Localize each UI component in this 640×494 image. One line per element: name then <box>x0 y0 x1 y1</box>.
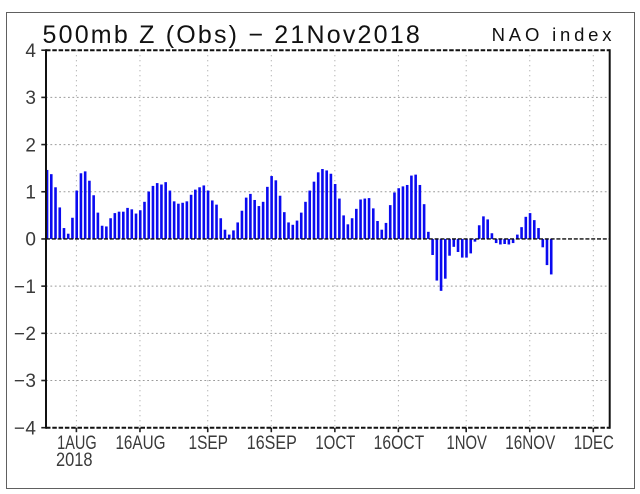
svg-text:1OCT: 1OCT <box>315 432 355 454</box>
svg-text:−3: −3 <box>14 371 37 392</box>
svg-text:4: 4 <box>25 41 36 62</box>
svg-text:1NOV: 1NOV <box>446 432 487 454</box>
svg-text:1AUG: 1AUG <box>57 432 97 454</box>
svg-text:1: 1 <box>25 182 36 203</box>
svg-text:3: 3 <box>25 88 36 109</box>
svg-text:−1: −1 <box>14 277 37 298</box>
svg-text:16NOV: 16NOV <box>505 432 555 454</box>
svg-text:500mb Z (Obs) − 21Nov2018: 500mb Z (Obs) − 21Nov2018 <box>43 21 422 49</box>
svg-text:16AUG: 16AUG <box>115 432 165 454</box>
svg-text:1SEP: 1SEP <box>188 432 228 454</box>
svg-text:0: 0 <box>25 230 36 251</box>
svg-text:1DEC: 1DEC <box>574 432 614 454</box>
svg-text:−4: −4 <box>14 418 37 439</box>
svg-text:16SEP: 16SEP <box>247 432 297 454</box>
svg-text:2: 2 <box>25 135 36 156</box>
svg-text:NAO index: NAO index <box>492 24 616 45</box>
svg-text:16OCT: 16OCT <box>374 432 425 454</box>
svg-text:−2: −2 <box>14 324 37 345</box>
svg-text:2018: 2018 <box>56 449 93 471</box>
